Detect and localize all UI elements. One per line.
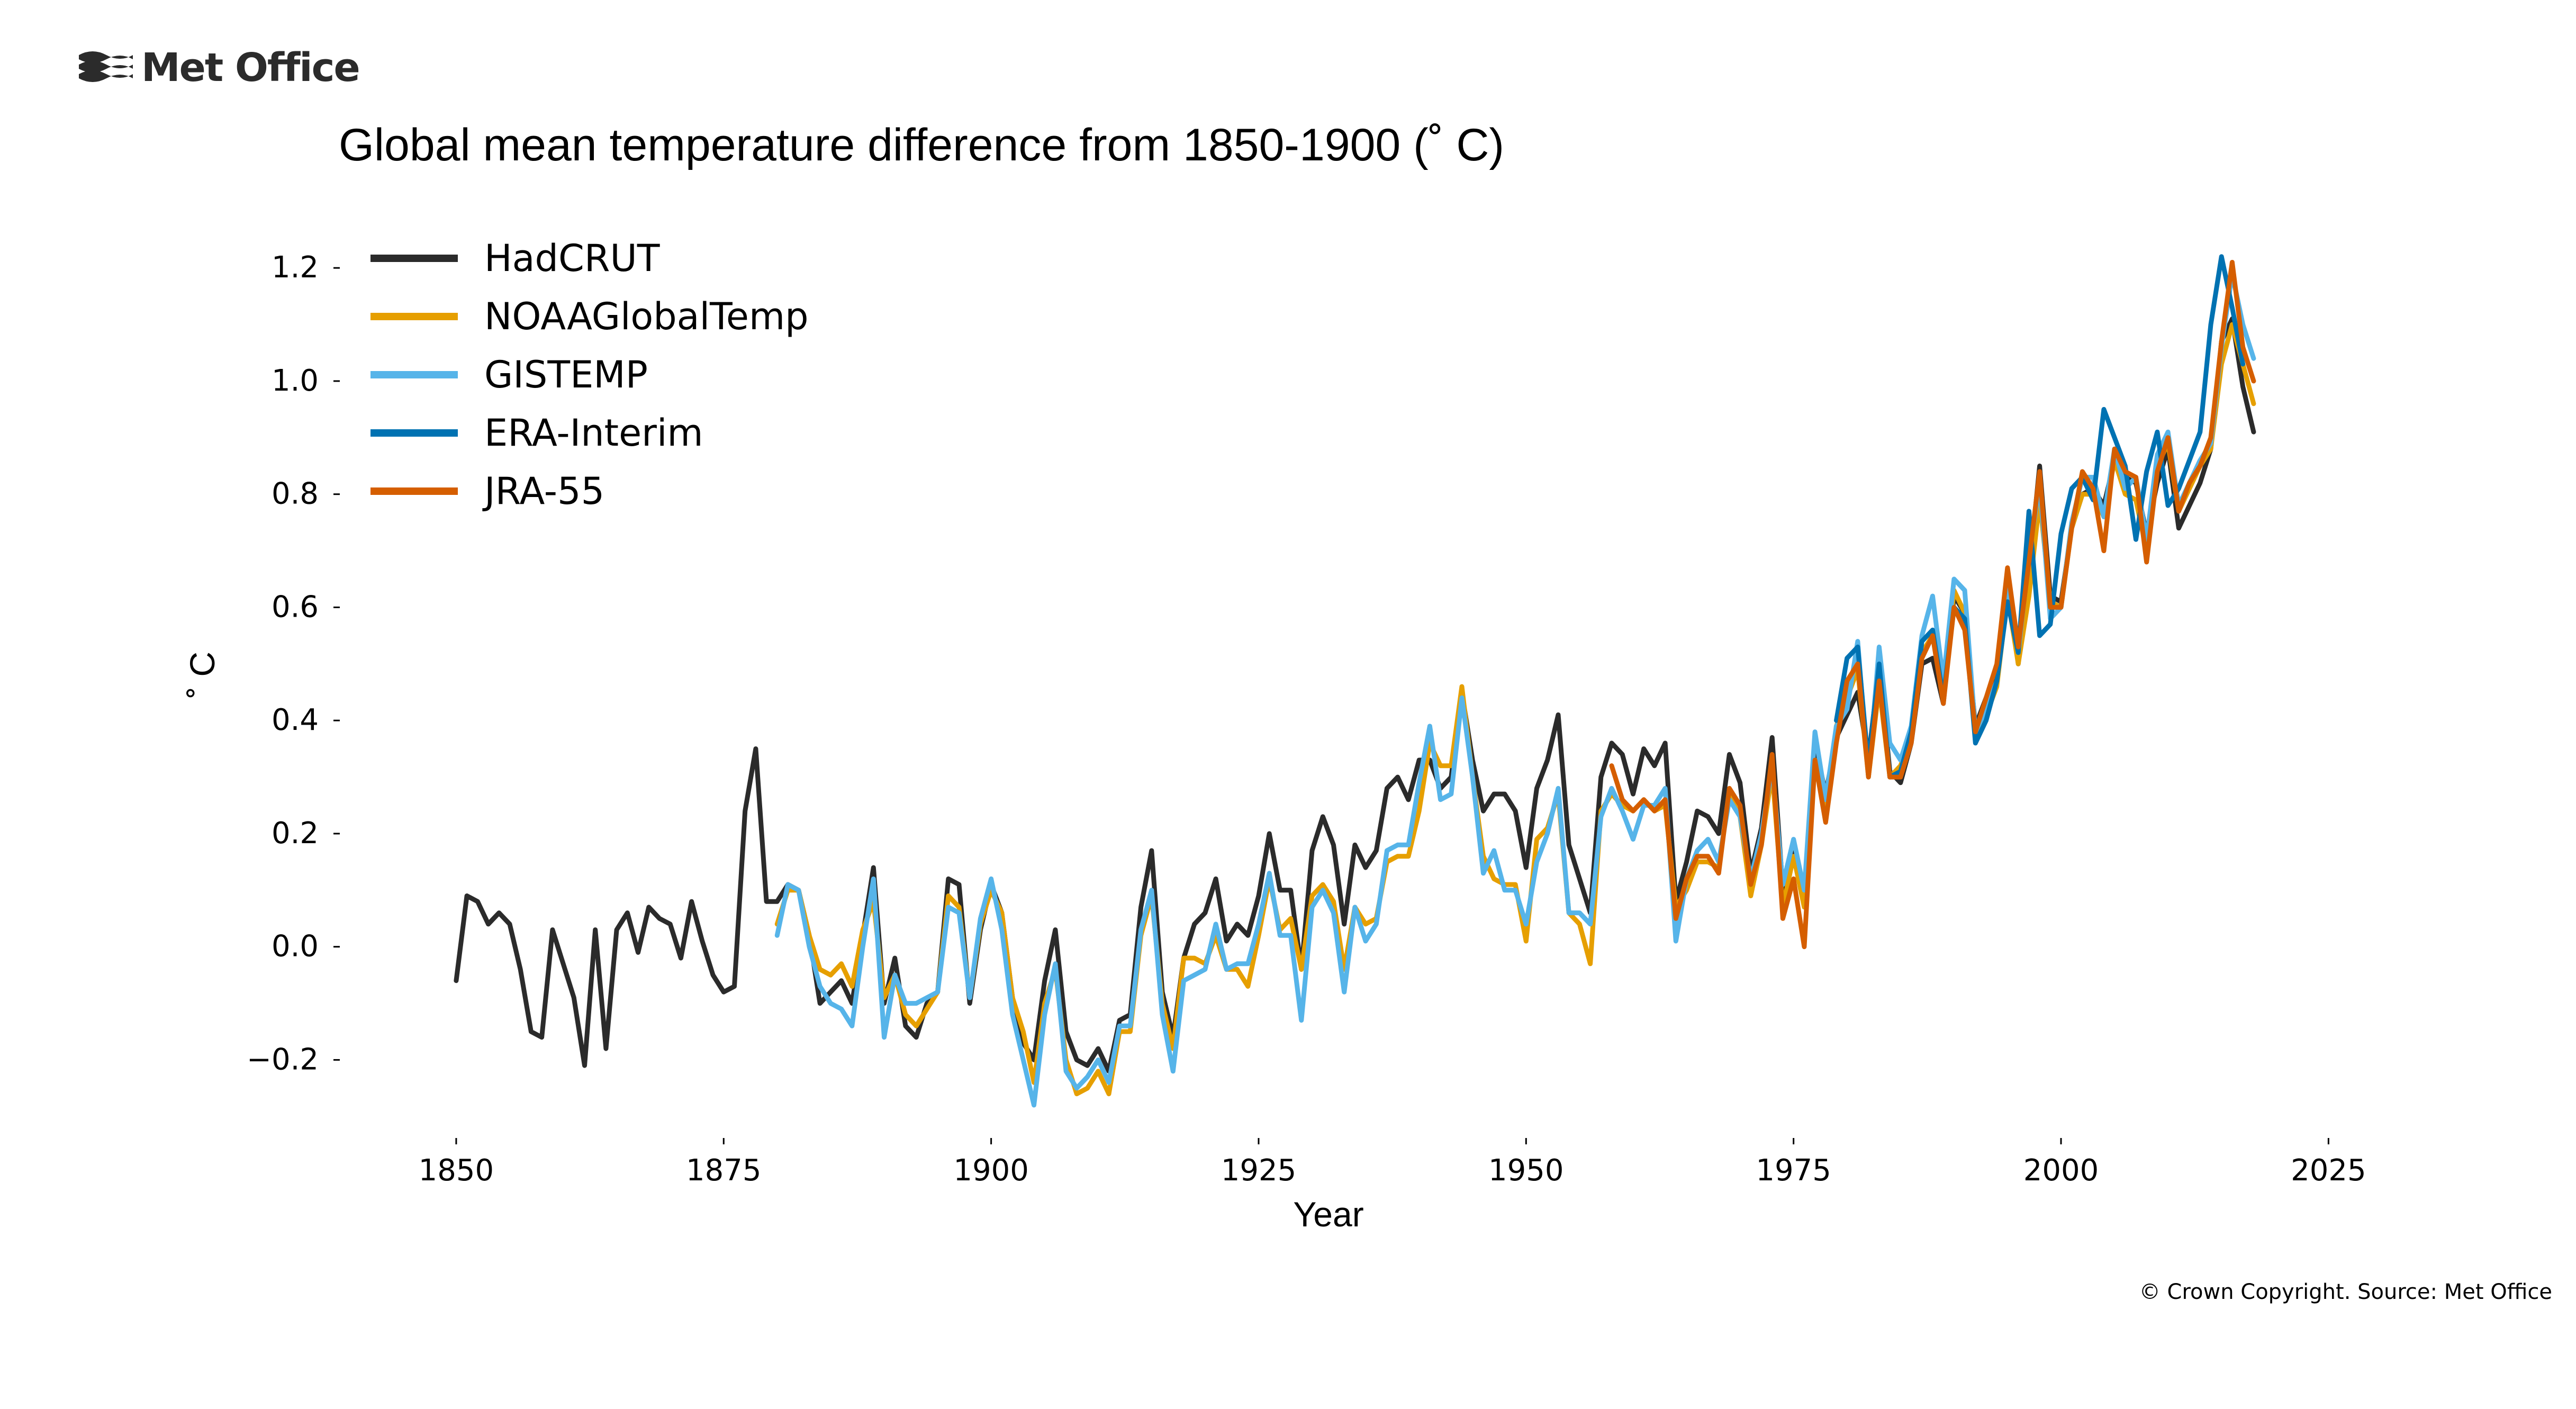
legend: HadCRUT NOAAGlobalTemp GISTEMP ERA-Interim J…: [370, 237, 809, 513]
legend-label: HadCRUT: [484, 237, 660, 280]
legend-entry: ERA-Interim: [370, 411, 703, 455]
met-office-wave-icon: [79, 51, 133, 82]
y-axis-label: ˚ C: [183, 652, 222, 698]
legend-entry: GISTEMP: [370, 353, 648, 396]
y-tick-label: 0.4: [272, 703, 319, 737]
y-tick-label: 1.0: [272, 364, 319, 398]
chart-title: Global mean temperature difference from …: [339, 120, 1505, 170]
x-axis-label: Year: [1293, 1195, 1363, 1234]
x-tick-label: 1950: [1488, 1153, 1564, 1188]
logo-text: Met Office: [141, 45, 360, 91]
copyright-notice: © Crown Copyright. Source: Met Office: [2139, 1280, 2552, 1304]
series-line-jra-55: [1609, 260, 2256, 950]
x-tick-label: 1875: [686, 1153, 762, 1188]
y-tick-label: 0.8: [272, 477, 319, 511]
x-tick-label: 2000: [2023, 1153, 2099, 1188]
y-tick-label: 0.0: [272, 929, 319, 964]
series-line-hadcrut: [454, 316, 2256, 1074]
y-axis: −0.2 0.0 0.2 0.4 0.6 0.8 1.0 1.2: [247, 250, 340, 1077]
x-tick-label: 2025: [2291, 1153, 2366, 1188]
met-office-logo: Met Office: [77, 45, 360, 91]
x-tick-label: 1850: [419, 1153, 494, 1188]
series-line-gistemp: [774, 271, 2256, 1108]
x-tick-label: 1925: [1221, 1153, 1297, 1188]
series-lines: [454, 254, 2256, 1108]
legend-label: JRA-55: [482, 469, 604, 513]
legend-entry: HadCRUT: [370, 237, 660, 280]
series-line-noaaglobaltemp: [774, 322, 2256, 1097]
legend-entry: JRA-55: [370, 469, 604, 513]
legend-label: ERA-Interim: [484, 411, 703, 455]
legend-entry: NOAAGlobalTemp: [370, 295, 809, 338]
x-tick-label: 1975: [1756, 1153, 1831, 1188]
x-axis: 1850 1875 1900 1925 1950 1975 2000 2025: [419, 1138, 2366, 1188]
y-tick-label: 1.2: [272, 250, 319, 285]
y-tick-label: 0.6: [272, 590, 319, 624]
legend-label: NOAAGlobalTemp: [484, 295, 809, 338]
legend-label: GISTEMP: [484, 353, 648, 396]
x-tick-label: 1900: [953, 1153, 1029, 1188]
y-tick-label: −0.2: [247, 1042, 319, 1077]
y-tick-label: 0.2: [272, 816, 319, 851]
